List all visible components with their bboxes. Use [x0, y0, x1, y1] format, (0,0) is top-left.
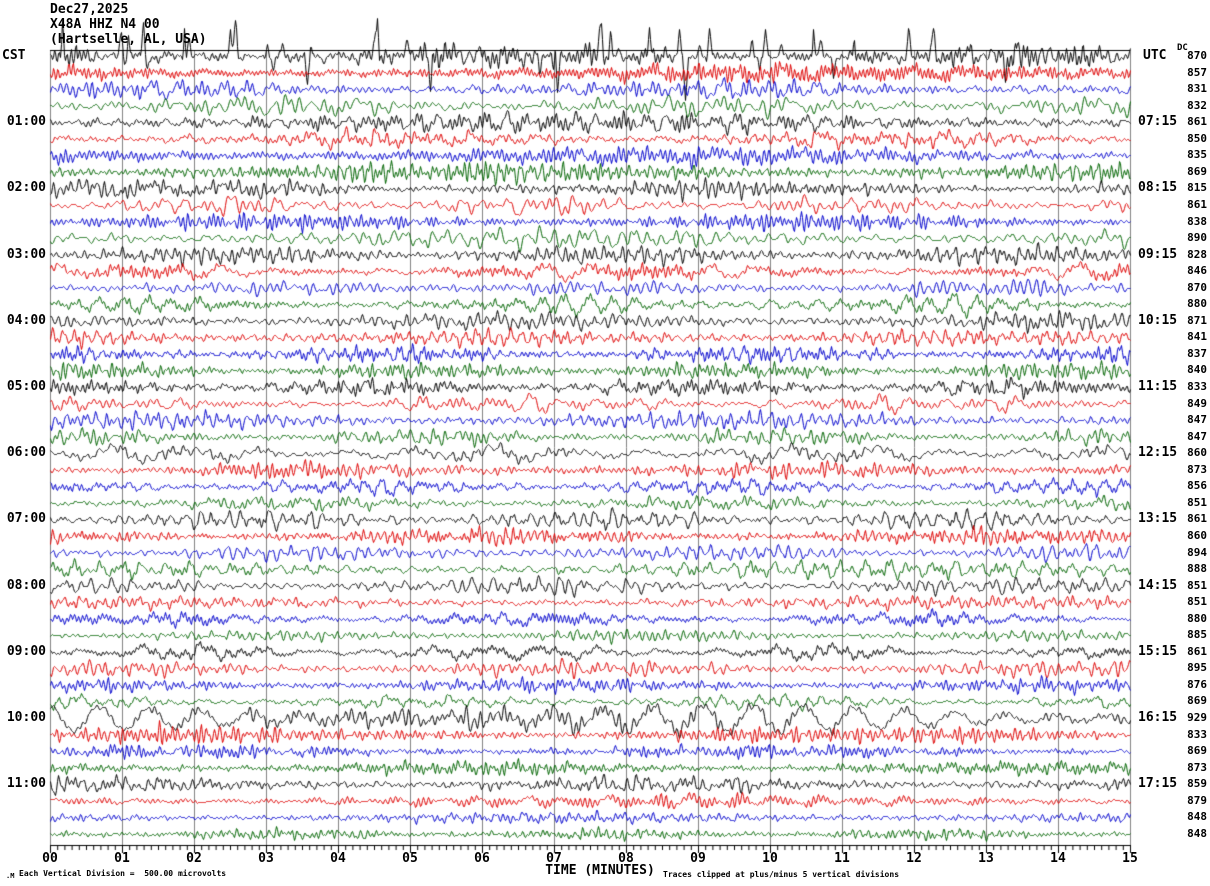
dc-value: 869: [1187, 694, 1207, 708]
x-axis-tick-label: 06: [474, 851, 490, 866]
dc-value: 841: [1187, 330, 1207, 344]
x-axis-tick-label: 03: [258, 851, 274, 866]
dc-value: 833: [1187, 727, 1207, 741]
dc-value: 861: [1187, 197, 1207, 211]
dc-value: 929: [1187, 711, 1207, 724]
x-axis-tick-label: 09: [690, 851, 706, 866]
utc-hour-label: 09:15: [1138, 246, 1178, 262]
dc-value: 861: [1187, 644, 1207, 658]
dc-column-header: DC: [1177, 43, 1188, 53]
dc-value: 871: [1187, 313, 1207, 327]
dc-value: 876: [1187, 677, 1207, 691]
dc-value: 840: [1187, 363, 1207, 377]
dc-value: 846: [1187, 264, 1207, 278]
cst-hour-label: 10:00: [6, 710, 46, 725]
footer-clip-note: Traces clipped at plus/minus 5 vertical …: [663, 870, 900, 879]
dc-value: 895: [1187, 661, 1207, 675]
dc-value: 849: [1187, 396, 1207, 410]
utc-hour-label: 11:15: [1138, 379, 1178, 394]
dc-value: 873: [1187, 760, 1207, 774]
dc-value: 860: [1187, 446, 1207, 460]
x-axis-tick-label: 02: [186, 851, 202, 866]
dc-value: 837: [1187, 346, 1207, 360]
dc-value: 851: [1187, 578, 1207, 592]
utc-hour-label: 17:15: [1138, 776, 1178, 792]
utc-hour-label: 14:15: [1138, 577, 1178, 593]
cst-hour-label: 05:00: [6, 379, 46, 394]
dc-value: 832: [1187, 98, 1207, 112]
utc-hour-label: 08:15: [1138, 180, 1178, 196]
utc-hour-label: 10:15: [1138, 312, 1178, 328]
dc-value: 848: [1187, 810, 1207, 824]
cst-hour-label: 06:00: [6, 445, 46, 461]
dc-value: 847: [1187, 413, 1207, 427]
cst-hour-label: 04:00: [6, 312, 46, 328]
dc-value: 861: [1187, 512, 1207, 526]
title-station: X48A HHZ N4 00: [50, 17, 160, 32]
dc-value: 894: [1187, 545, 1207, 559]
x-axis-tick-label: 08: [618, 851, 634, 866]
x-axis-tick-label: 00: [42, 851, 58, 866]
title-location: (Hartselle, AL, USA): [50, 32, 207, 47]
dc-value: 851: [1187, 595, 1207, 609]
x-axis-label: TIME (MINUTES): [545, 863, 655, 878]
watermark: .M: [6, 872, 15, 880]
x-axis-tick-label: 05: [402, 851, 418, 866]
cst-hour-label: 03:00: [6, 246, 46, 262]
utc-hour-label: 16:15: [1138, 710, 1178, 725]
x-axis-tick-label: 10: [762, 851, 778, 866]
x-axis-tick-label: 15: [1122, 851, 1138, 866]
cst-hour-label: 07:00: [6, 511, 46, 527]
title-date: Dec27,2025: [50, 2, 129, 17]
x-axis-tick-label: 07: [546, 851, 562, 866]
utc-hour-label: 15:15: [1138, 643, 1178, 659]
dc-value: 851: [1187, 495, 1207, 509]
cst-hour-label: 08:00: [6, 577, 46, 593]
dc-value: 859: [1187, 777, 1207, 791]
cst-hour-label: 09:00: [6, 643, 46, 659]
x-axis-tick-label: 14: [1050, 851, 1066, 866]
dc-value: 857: [1187, 65, 1207, 79]
footer-scale-note: Each Vertical Division = 500.00 microvol…: [19, 869, 227, 878]
dc-value: 873: [1187, 462, 1207, 476]
right-axis-header-utc: UTC: [1143, 48, 1167, 63]
dc-value: 890: [1187, 231, 1207, 245]
dc-value: 831: [1187, 82, 1207, 96]
cst-hour-label: 02:00: [6, 180, 46, 196]
dc-value: 847: [1187, 429, 1207, 443]
utc-hour-label: 13:15: [1138, 511, 1178, 527]
dc-value: 870: [1187, 49, 1207, 62]
dc-value: 838: [1187, 214, 1207, 228]
dc-value: 869: [1187, 164, 1207, 178]
dc-value: 828: [1187, 247, 1207, 261]
dc-value: 861: [1187, 115, 1207, 129]
dc-value: 848: [1187, 826, 1207, 840]
dc-value: 850: [1187, 131, 1207, 145]
x-axis-tick-label: 12: [906, 851, 922, 866]
dc-value: 870: [1187, 280, 1207, 294]
dc-value: 835: [1187, 148, 1207, 162]
x-axis-tick-label: 11: [834, 851, 850, 866]
dc-value: 888: [1187, 562, 1207, 576]
x-axis-tick-label: 13: [978, 851, 994, 866]
x-axis-tick-label: 04: [330, 851, 346, 866]
x-axis-tick-label: 01: [114, 851, 130, 866]
utc-hour-label: 07:15: [1138, 114, 1178, 130]
utc-hour-label: 12:15: [1138, 445, 1178, 461]
dc-value: 815: [1187, 181, 1207, 195]
cst-hour-label: 01:00: [6, 114, 46, 130]
dc-value: 860: [1187, 528, 1207, 542]
dc-value: 880: [1187, 297, 1207, 311]
left-axis-header-cst: CST: [2, 48, 26, 63]
cst-hour-label: 11:00: [6, 776, 46, 792]
dc-value: 880: [1187, 611, 1207, 625]
dc-value: 885: [1187, 628, 1207, 642]
dc-value: 869: [1187, 744, 1207, 758]
dc-value: 833: [1187, 380, 1207, 393]
dc-value: 879: [1187, 793, 1207, 807]
dc-value: 856: [1187, 479, 1207, 493]
